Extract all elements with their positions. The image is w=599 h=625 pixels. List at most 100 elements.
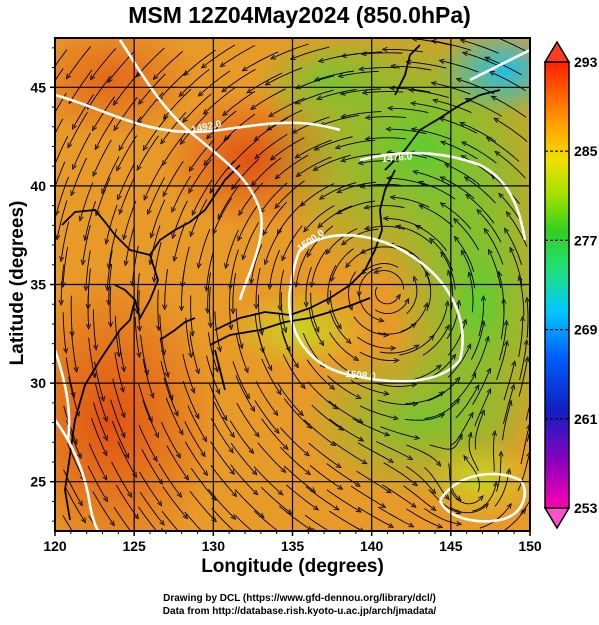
- streamline: [85, 201, 97, 238]
- latitude-axis: 25 30 35 40 45: [30, 47, 55, 522]
- streamline: [189, 490, 215, 520]
- streamline: [191, 295, 193, 334]
- colorbar-label-293: 293: [574, 54, 598, 70]
- streamline: [328, 264, 337, 302]
- streamline: [55, 161, 66, 189]
- streamline: [163, 377, 177, 414]
- streamline: [112, 378, 124, 416]
- streamline: [142, 358, 153, 396]
- streamline: [92, 491, 113, 524]
- x-axis-label: Longitude (degrees): [201, 556, 384, 577]
- streamline: [462, 252, 476, 289]
- streamline: [210, 464, 235, 495]
- streamline: [145, 163, 164, 198]
- streamline: [141, 448, 161, 482]
- streamline: [160, 361, 172, 398]
- wind-streamlines: [55, 38, 530, 545]
- streamline: [502, 403, 511, 441]
- streamline: [106, 204, 118, 242]
- streamline: [269, 109, 303, 129]
- streamline: [450, 490, 482, 505]
- streamline: [382, 484, 414, 506]
- streamline: [61, 264, 65, 303]
- streamline: [309, 465, 341, 488]
- streamline: [429, 437, 461, 450]
- streamline: [469, 274, 474, 313]
- streamline: [229, 420, 252, 452]
- streamline: [469, 435, 479, 472]
- lat-tick-label-30: 30: [30, 375, 46, 391]
- streamline: [115, 484, 137, 517]
- streamline: [472, 370, 490, 405]
- streamline: [404, 415, 443, 421]
- streamline: [68, 46, 92, 77]
- streamline: [413, 103, 451, 113]
- streamline: [92, 48, 117, 78]
- streamline: [363, 246, 400, 252]
- streamline: [390, 108, 429, 113]
- streamline: [474, 391, 490, 427]
- streamline: [159, 314, 164, 353]
- streamline: [442, 204, 472, 230]
- streamline: [139, 471, 161, 504]
- streamline: [405, 533, 441, 545]
- streamline: [405, 465, 434, 492]
- streamline: [424, 508, 459, 524]
- streamline: [494, 471, 509, 507]
- streamline: [107, 250, 113, 288]
- streamline: [140, 334, 148, 373]
- streamline: [502, 511, 525, 531]
- streamline: [70, 69, 93, 102]
- streamline: [71, 295, 72, 334]
- streamline: [65, 487, 85, 521]
- streamline: [357, 506, 391, 526]
- streamline: [236, 402, 258, 435]
- streamline: [74, 94, 94, 128]
- streamline: [280, 292, 285, 330]
- streamline: [261, 418, 287, 448]
- streamline: [182, 354, 194, 391]
- streamline: [493, 97, 527, 118]
- streamline: [211, 507, 235, 531]
- streamline: [261, 182, 288, 211]
- streamline: [447, 346, 470, 378]
- streamline: [490, 252, 502, 289]
- streamline: [393, 66, 432, 71]
- streamline: [62, 312, 66, 350]
- streamline: [182, 113, 208, 143]
- streamline: [193, 179, 213, 213]
- streamline: [184, 511, 203, 531]
- streamline: [310, 292, 318, 330]
- streamline: [406, 508, 440, 527]
- streamline: [189, 334, 198, 372]
- streamline: [162, 111, 187, 142]
- streamline: [374, 287, 399, 305]
- streamline: [491, 38, 526, 52]
- streamline: [350, 485, 384, 506]
- streamline: [110, 399, 124, 436]
- streamline: [226, 113, 256, 139]
- streamline: [190, 139, 215, 169]
- streamline: [230, 464, 257, 494]
- streamline: [166, 445, 187, 479]
- streamline: [256, 268, 261, 306]
- streamline: [470, 323, 483, 360]
- streamline: [329, 418, 361, 440]
- streamline: [326, 489, 359, 511]
- streamline: [160, 528, 165, 531]
- streamline: [144, 116, 168, 148]
- streamline: [124, 200, 137, 238]
- lon-tick-label-150: 150: [518, 538, 542, 554]
- streamline: [96, 114, 117, 148]
- streamline: [138, 47, 165, 75]
- streamline: [400, 305, 427, 333]
- streamline: [214, 197, 233, 232]
- streamline: [93, 402, 107, 438]
- streamline: [230, 139, 258, 167]
- streamline: [199, 229, 211, 266]
- streamline: [377, 325, 414, 335]
- streamline: [316, 136, 353, 149]
- streamline: [209, 383, 226, 419]
- streamline: [487, 58, 522, 76]
- streamline: [465, 458, 480, 492]
